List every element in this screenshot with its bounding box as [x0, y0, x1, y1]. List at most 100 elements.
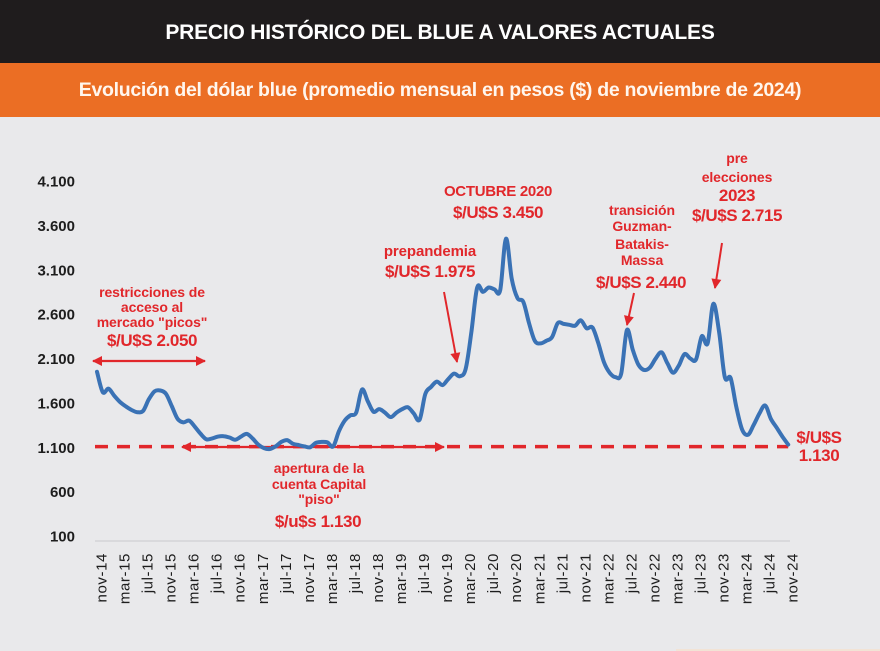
- x-tick-label: jul-20: [485, 553, 502, 594]
- y-tick-label: 2.600: [37, 307, 75, 324]
- data-point: [481, 290, 485, 294]
- data-point: [423, 392, 427, 396]
- data-point: [308, 445, 312, 449]
- annotation-value: 1.130: [799, 446, 840, 465]
- data-point: [654, 356, 658, 361]
- data-point: [608, 371, 612, 375]
- annotation-line: Guzman-: [612, 218, 672, 234]
- data-point: [193, 425, 197, 429]
- chart-title: PRECIO HISTÓRICO DEL BLUE A VALORES ACTU…: [165, 20, 715, 44]
- data-point: [176, 417, 180, 421]
- x-tick-label: mar-21: [531, 553, 548, 604]
- data-point: [95, 370, 99, 374]
- y-tick-label: 2.100: [37, 351, 75, 368]
- data-point: [705, 341, 710, 346]
- data-point: [101, 390, 105, 394]
- data-point: [677, 364, 681, 368]
- data-point: [320, 440, 324, 444]
- x-tick-label: jul-24: [762, 553, 779, 594]
- data-point: [417, 418, 422, 422]
- subtitle-bar: Evolución del dólar blue (promedio mensu…: [0, 63, 880, 117]
- y-tick-label: 100: [50, 529, 75, 546]
- data-point: [250, 436, 255, 440]
- x-tick-label: nov-20: [508, 553, 525, 602]
- data-point: [665, 361, 669, 365]
- annotation-line: transición: [609, 202, 675, 218]
- data-point: [106, 387, 111, 391]
- data-point: [285, 438, 289, 442]
- data-point: [671, 371, 675, 375]
- annotation-value: $/U$S 2.440: [596, 273, 686, 292]
- data-point: [625, 328, 629, 332]
- annotation-line: apertura de la: [274, 460, 365, 476]
- y-tick-label: 600: [50, 484, 75, 501]
- x-tick-label: nov-14: [94, 553, 111, 602]
- data-point: [360, 387, 364, 392]
- data-point: [602, 360, 606, 364]
- data-point: [118, 400, 122, 404]
- title-bar: PRECIO HISTÓRICO DEL BLUE A VALORES ACTU…: [0, 0, 880, 63]
- data-point: [533, 339, 537, 343]
- data-point: [729, 376, 733, 380]
- annotation-line: "piso": [298, 491, 339, 507]
- annotation-line: pre: [726, 150, 748, 166]
- data-point: [245, 432, 249, 436]
- data-point: [573, 324, 577, 328]
- annotation-value: $/U$S 3.450: [453, 203, 543, 222]
- x-tick-label: nov-18: [370, 553, 387, 602]
- data-point: [723, 375, 727, 379]
- x-tick-label: jul-17: [278, 553, 295, 594]
- data-point: [550, 335, 554, 339]
- annotation-title: OCTUBRE 2020: [444, 183, 552, 200]
- annotation-actual: $/U$S 1.130: [796, 428, 842, 465]
- data-point: [682, 352, 687, 356]
- data-point: [585, 326, 589, 330]
- data-point: [538, 341, 543, 346]
- data-point: [567, 323, 571, 327]
- data-point: [734, 405, 738, 409]
- data-point: [112, 394, 116, 398]
- annotation-line: elecciones: [702, 169, 773, 185]
- x-tick-label: nov-17: [301, 553, 318, 602]
- y-axis-tick-labels: 4.100 3.600 3.100 2.600 2.100 1.600 1.100 600 10…: [37, 174, 75, 546]
- data-point: [337, 429, 341, 433]
- data-point: [527, 321, 531, 325]
- data-point: [717, 330, 721, 334]
- data-point: [170, 404, 174, 409]
- data-point: [613, 375, 618, 379]
- annotation-octubre-2020: OCTUBRE 2020 $/U$S 3.450: [444, 183, 552, 222]
- annotation-line: acceso al: [121, 299, 183, 315]
- x-tick-label: jul-23: [693, 553, 710, 594]
- x-tick-label: jul-19: [416, 553, 433, 594]
- x-tick-label: nov-23: [716, 553, 733, 602]
- data-point: [331, 444, 335, 448]
- annotation-value: $/U$S 2.715: [692, 206, 782, 225]
- data-point: [279, 440, 283, 444]
- data-point: [406, 405, 410, 409]
- x-tick-label: jul-21: [554, 553, 571, 594]
- x-tick-label: mar-20: [462, 553, 479, 604]
- x-tick-label: jul-15: [140, 553, 157, 594]
- data-point: [377, 407, 381, 411]
- annotation-pre-elecciones: pre elecciones 2023 $/U$S 2.715: [692, 150, 783, 225]
- y-tick-label: 4.100: [37, 174, 75, 191]
- data-point: [216, 435, 220, 439]
- data-point: [400, 407, 404, 411]
- data-point: [222, 434, 226, 438]
- data-point: [297, 443, 301, 447]
- annotation-line: Batakis-: [615, 236, 669, 252]
- data-point: [147, 397, 151, 401]
- annotation-line: cuenta Capital: [272, 476, 366, 492]
- data-point: [446, 377, 450, 381]
- x-tick-label: mar-15: [117, 553, 134, 604]
- annotation-line: Massa: [621, 252, 664, 268]
- data-point: [233, 438, 237, 442]
- annotation-line: mercado "picos": [97, 314, 208, 330]
- prepandemia-pointer-arrow: [443, 291, 461, 363]
- data-point: [694, 357, 698, 361]
- data-point: [492, 287, 497, 291]
- annotation-transicion: transición Guzman- Batakis- Massa $/U$S …: [596, 202, 687, 292]
- chart-subtitle: Evolución del dólar blue (promedio mensu…: [78, 78, 802, 101]
- x-tick-label: jul-18: [347, 553, 364, 594]
- data-point: [746, 433, 750, 437]
